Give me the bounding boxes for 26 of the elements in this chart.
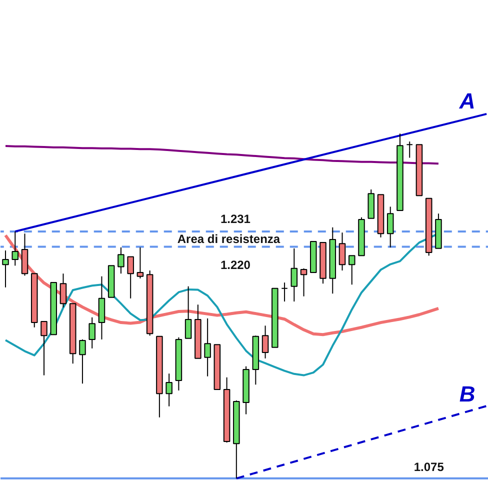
candlestick [300, 268, 308, 297]
candlestick [184, 286, 192, 339]
candlestick [127, 256, 134, 299]
candlestick [204, 318, 211, 377]
candlestick [166, 373, 172, 407]
candlestick [2, 250, 9, 288]
candlestick [40, 321, 48, 376]
series-label: B [459, 382, 476, 407]
annotation: 1.075 [414, 460, 444, 474]
candlestick [338, 232, 346, 271]
annotation: Area di resistenza [177, 232, 280, 246]
candlestick [79, 338, 86, 384]
candlestick [12, 231, 19, 266]
candlestick [406, 141, 413, 158]
candlestick [281, 282, 288, 302]
candlestick [60, 273, 67, 308]
annotation: 1.231 [220, 212, 251, 226]
candlestick [386, 206, 394, 248]
candlestick [348, 255, 356, 286]
candlestick [118, 246, 124, 274]
series-label: A [458, 88, 476, 114]
candlestick [88, 316, 96, 349]
candlestick [262, 325, 269, 359]
candlestick [136, 246, 144, 279]
annotation: 1.220 [220, 258, 251, 272]
candlestick [290, 248, 298, 302]
